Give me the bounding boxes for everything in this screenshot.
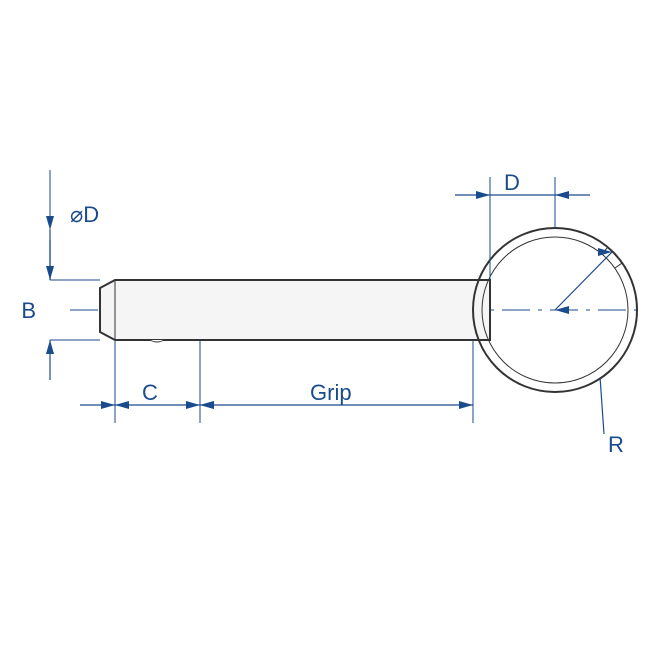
dim-label-d: D [504, 170, 520, 195]
dim-label-od: ⌀D [70, 202, 99, 227]
dim-label-b: B [21, 298, 36, 323]
dim-label-c: C [142, 380, 158, 405]
pin-ring-diagram: B ⌀D C Grip D R [0, 0, 670, 670]
dim-label-grip: Grip [310, 380, 352, 405]
dim-label-r: R [608, 432, 624, 457]
